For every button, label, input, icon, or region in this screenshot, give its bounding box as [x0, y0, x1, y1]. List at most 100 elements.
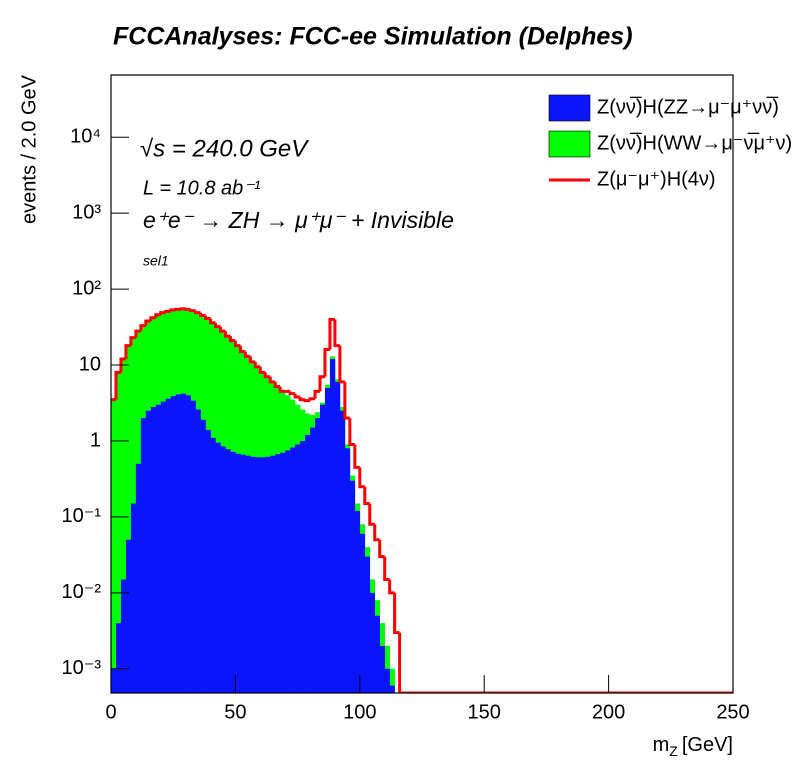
histogram-step — [228, 336, 236, 343]
histogram-step — [139, 324, 146, 332]
histogram-bar — [245, 455, 251, 693]
histogram-step — [159, 311, 166, 315]
histogram-step — [328, 317, 335, 350]
histogram-step — [298, 396, 306, 402]
histogram-step — [333, 319, 340, 348]
histogram-bar — [175, 394, 181, 693]
histogram-bar — [369, 592, 376, 693]
annotation: e⁺e⁻ → ZH → μ⁺μ⁻ + Invisible — [143, 207, 454, 233]
histogram-bar — [220, 446, 226, 693]
histogram-bar — [115, 623, 122, 693]
histogram-bar — [235, 453, 241, 693]
histogram-step — [223, 331, 231, 338]
histogram-step — [114, 370, 121, 400]
histogram-step — [338, 345, 345, 384]
chart-title: FCCAnalyses: FCC-ee Simulation (Delphes) — [113, 23, 633, 51]
histogram-bar — [125, 539, 132, 693]
histogram-step — [189, 309, 196, 313]
histogram-bar — [339, 410, 346, 693]
histogram-bar — [305, 434, 311, 693]
histogram-step — [278, 386, 286, 393]
histogram-step — [363, 486, 370, 506]
histogram-bar — [354, 510, 361, 693]
histogram-bar — [210, 437, 216, 693]
histogram-step — [209, 318, 216, 325]
histogram-step — [124, 344, 131, 360]
histogram-bar — [290, 447, 296, 693]
histogram-step — [199, 312, 206, 317]
histogram-bar — [280, 452, 286, 693]
histogram-step — [233, 340, 241, 348]
histogram-step — [373, 524, 380, 542]
y-tick-label: 10⁻² — [62, 581, 102, 603]
histogram-step — [313, 389, 320, 399]
histogram-bar — [140, 418, 147, 693]
histogram-bar — [315, 418, 321, 693]
x-label-symbol: m — [653, 734, 670, 756]
x-tick-label: 250 — [716, 701, 749, 723]
histogram-step — [378, 539, 385, 559]
histogram-step — [184, 307, 191, 311]
x-label-unit: [GeV] — [682, 734, 733, 756]
histogram-step — [248, 356, 256, 364]
histogram-step — [144, 319, 151, 326]
histogram-bar — [190, 400, 196, 693]
histogram-bar — [270, 455, 276, 693]
histogram-bar — [195, 409, 201, 693]
histogram-bar — [379, 645, 385, 693]
histogram-step — [258, 366, 266, 374]
histogram-step — [154, 313, 161, 318]
x-tick-label: 200 — [592, 701, 625, 723]
histogram-bar — [359, 533, 366, 693]
histogram-bar — [285, 450, 291, 693]
x-label-subscript: Z — [669, 743, 678, 759]
histogram-bar — [240, 454, 246, 693]
histogram-step — [218, 326, 226, 333]
annotation: L = 10.8 ab⁻¹ — [143, 177, 261, 199]
histogram-step — [164, 309, 171, 313]
histogram-bar — [364, 556, 371, 693]
histogram-bar — [310, 427, 316, 693]
y-tick-label: 10 — [79, 353, 101, 375]
histogram-step — [288, 391, 296, 396]
histogram-step — [263, 372, 271, 379]
histogram-bar — [111, 668, 117, 693]
histogram-bar — [384, 668, 390, 693]
histogram-step — [398, 632, 405, 693]
histogram-step — [134, 329, 141, 338]
histogram-bar — [125, 345, 132, 693]
histogram-bar — [200, 419, 206, 693]
histogram-step — [149, 316, 156, 322]
histogram-bar — [170, 396, 176, 693]
legend-label: Z(μ⁻μ⁺)H(4ν) — [597, 168, 716, 190]
histogram-bar — [150, 407, 157, 693]
histogram-bar — [180, 393, 186, 693]
histogram-bar — [250, 456, 256, 693]
y-tick-label: 10⁻³ — [62, 657, 102, 679]
histogram-bar — [389, 685, 395, 693]
histogram-bar — [165, 398, 172, 693]
histogram-bar — [185, 395, 191, 693]
histogram-bar — [215, 442, 221, 693]
y-axis-label: events / 2.0 GeV — [18, 74, 40, 224]
legend: Z(νν̅)H(ZZ→μ⁻μ⁺νν̅) Z(νν̅)H(WW→μ⁻ν̅μ⁺ν) Z(… — [548, 94, 792, 190]
histogram-bar — [344, 448, 351, 693]
legend-swatch — [548, 94, 591, 122]
histogram-step — [253, 361, 261, 369]
x-axis-label: mZ [GeV] — [653, 734, 733, 758]
histogram-bar — [389, 668, 395, 693]
axes: 10⁻³ 10⁻² 10⁻¹ 1 10 10² 10³ 10⁴ 0 50 100 150 200 250 — [62, 126, 750, 724]
annotation: sel1 — [143, 253, 169, 269]
y-tick-label: 10³ — [72, 201, 101, 223]
x-tick-label: 150 — [468, 701, 501, 723]
x-tick-label: 100 — [343, 701, 376, 723]
histogram-bar — [265, 456, 271, 693]
histogram-bar — [205, 429, 211, 693]
legend-label: Z(νν̅)H(ZZ→μ⁻μ⁺νν̅) — [597, 95, 779, 118]
x-tick-label: 50 — [224, 701, 246, 723]
histogram-bar — [374, 615, 381, 693]
y-tick-label: 10² — [72, 277, 101, 299]
annotation: √s = 240.0 GeV — [140, 135, 309, 162]
histogram-bar — [255, 457, 261, 693]
y-tick-label: 1 — [90, 429, 101, 451]
